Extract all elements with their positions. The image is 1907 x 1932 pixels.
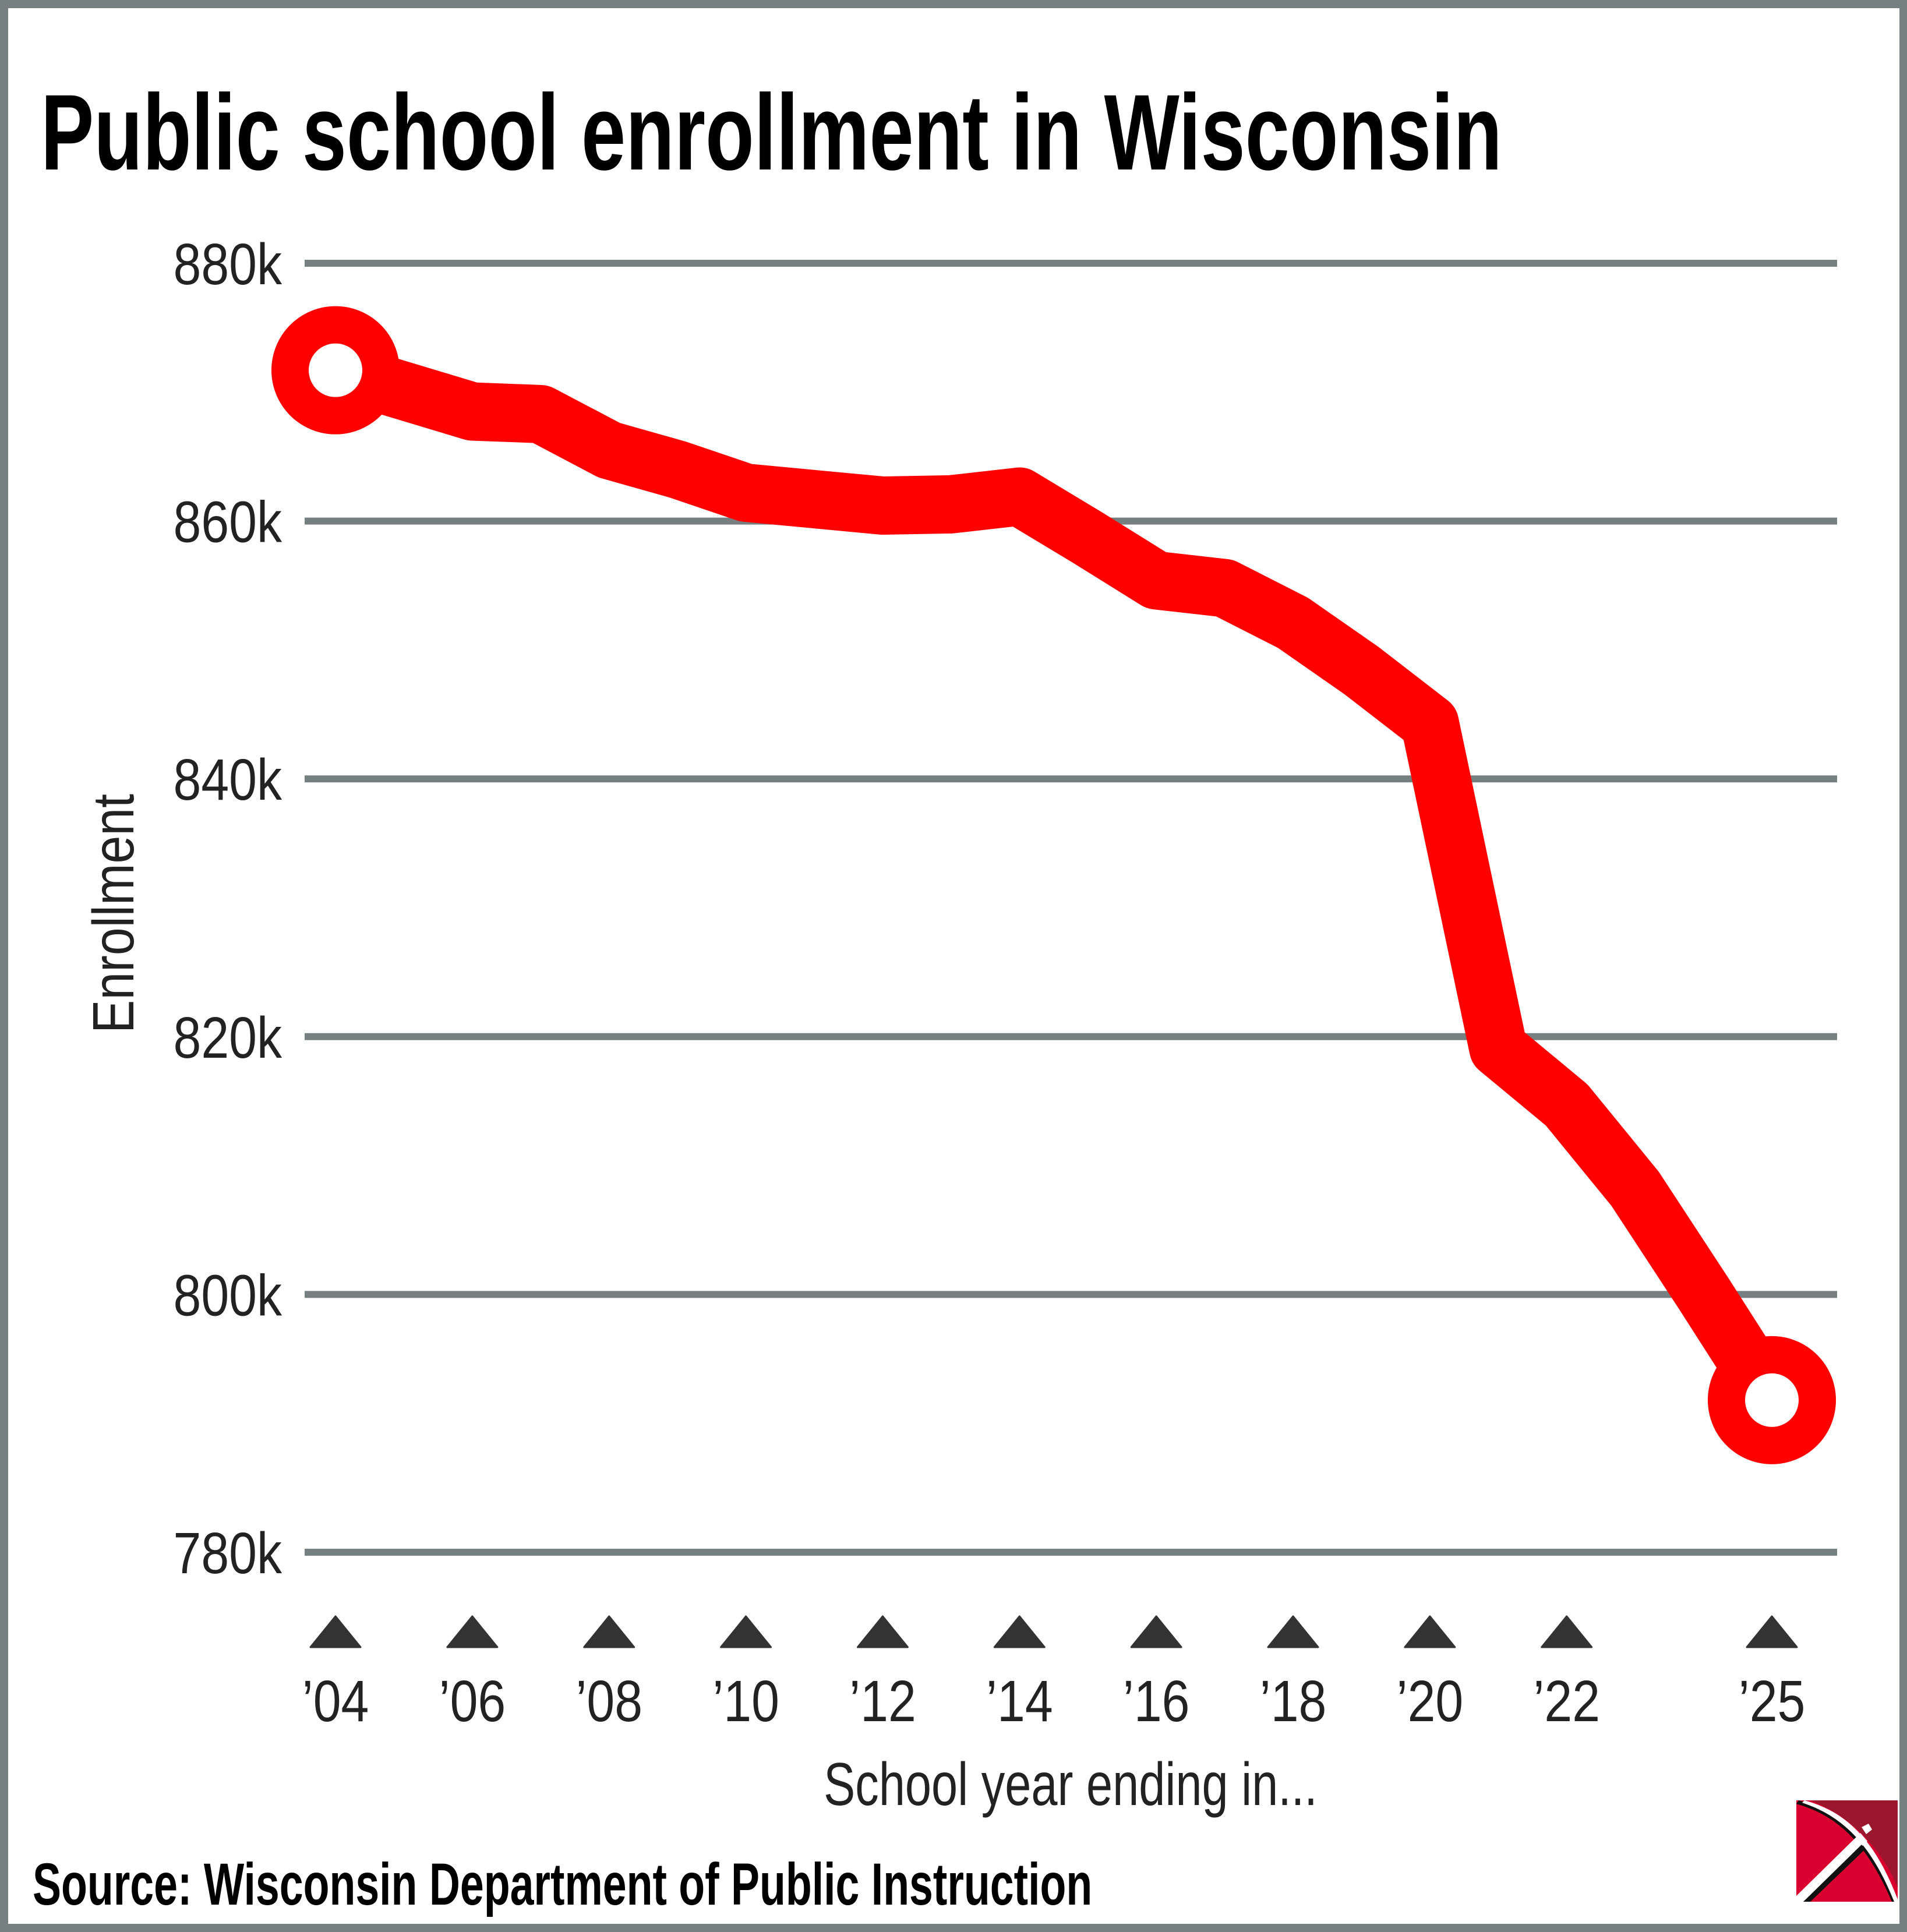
data-point bbox=[1428, 722, 1431, 725]
x-tick-label: ’25 bbox=[1739, 1669, 1806, 1734]
endpoint-marker bbox=[1708, 1336, 1836, 1464]
x-tick-triangle bbox=[1267, 1615, 1319, 1648]
y-tick-labels: 880k 860k 840k 820k 800k 780k bbox=[174, 232, 282, 1586]
logo-corner bbox=[1810, 1800, 1898, 1888]
x-tick-label: ’10 bbox=[712, 1669, 779, 1734]
x-tick-triangle bbox=[583, 1615, 635, 1648]
data-point bbox=[1565, 1104, 1568, 1107]
data-point bbox=[949, 503, 952, 506]
x-tick-label: ’16 bbox=[1123, 1669, 1190, 1734]
x-tick-triangle bbox=[720, 1615, 772, 1648]
data-point bbox=[813, 497, 815, 500]
data-point bbox=[744, 491, 747, 494]
data-point bbox=[1155, 579, 1158, 582]
y-tick-label: 820k bbox=[174, 1005, 282, 1071]
series-line bbox=[327, 342, 1797, 1416]
x-tick-triangle bbox=[1541, 1615, 1593, 1648]
data-point bbox=[1634, 1187, 1637, 1190]
data-point bbox=[1360, 669, 1363, 672]
x-tick-label: ’20 bbox=[1396, 1669, 1463, 1734]
gridlines bbox=[305, 260, 1837, 1556]
y-tick-label: 780k bbox=[174, 1521, 282, 1586]
data-point bbox=[471, 410, 474, 413]
chart-frame: Public school enrollment in Wisconsin 88… bbox=[8, 8, 1899, 1924]
source-note: Source: Wisconsin Department of Public I… bbox=[33, 1851, 1093, 1917]
x-tick-triangle bbox=[309, 1615, 362, 1648]
data-point bbox=[608, 448, 610, 451]
x-ticks: ’04 ’06 ’08 ’10 ’12 ’14 ’16 ’18 ’20 ’22 ’25 bbox=[302, 1615, 1806, 1734]
y-tick-label: 880k bbox=[174, 232, 282, 297]
data-point bbox=[676, 468, 679, 471]
x-tick-label: ’06 bbox=[439, 1669, 506, 1734]
y-axis-label: Enrollment bbox=[81, 794, 146, 1033]
chart-title: Public school enrollment in Wisconsin bbox=[41, 73, 1502, 193]
data-point bbox=[1497, 1047, 1500, 1050]
x-tick-triangle bbox=[993, 1615, 1046, 1648]
logo-handle-shadow bbox=[1803, 1845, 1865, 1902]
x-tick-triangle bbox=[1746, 1615, 1798, 1648]
x-tick-label: ’08 bbox=[575, 1669, 642, 1734]
y-tick-label: 840k bbox=[174, 747, 282, 813]
x-tick-triangle bbox=[1130, 1615, 1182, 1648]
data-point bbox=[1086, 536, 1089, 539]
data-point bbox=[402, 390, 405, 393]
x-tick-label: ’18 bbox=[1260, 1669, 1327, 1734]
data-point bbox=[539, 412, 542, 415]
pickaxe-logo-icon bbox=[1796, 1800, 1898, 1902]
y-tick-label: 860k bbox=[174, 490, 282, 555]
data-point bbox=[1292, 621, 1294, 624]
x-tick-triangle bbox=[446, 1615, 499, 1648]
x-tick-triangle bbox=[1404, 1615, 1456, 1648]
logo-pick-knob bbox=[1862, 1824, 1872, 1834]
y-tick-label: 800k bbox=[174, 1263, 282, 1328]
data-point bbox=[1018, 495, 1021, 498]
x-tick-label: ’22 bbox=[1533, 1669, 1600, 1734]
data-point bbox=[1223, 587, 1226, 589]
x-tick-label: ’04 bbox=[302, 1669, 369, 1734]
series-group bbox=[271, 306, 1836, 1464]
logo-pick-shadow bbox=[1796, 1800, 1898, 1902]
x-tick-label: ’14 bbox=[986, 1669, 1053, 1734]
x-tick-label: ’12 bbox=[849, 1669, 916, 1734]
data-point bbox=[881, 504, 884, 507]
data-point bbox=[1702, 1292, 1705, 1295]
x-axis-label: School year ending in... bbox=[824, 1750, 1318, 1818]
endpoint-marker bbox=[271, 306, 400, 435]
logo-pick-handle bbox=[1796, 1833, 1867, 1902]
x-tick-triangle bbox=[856, 1615, 909, 1648]
